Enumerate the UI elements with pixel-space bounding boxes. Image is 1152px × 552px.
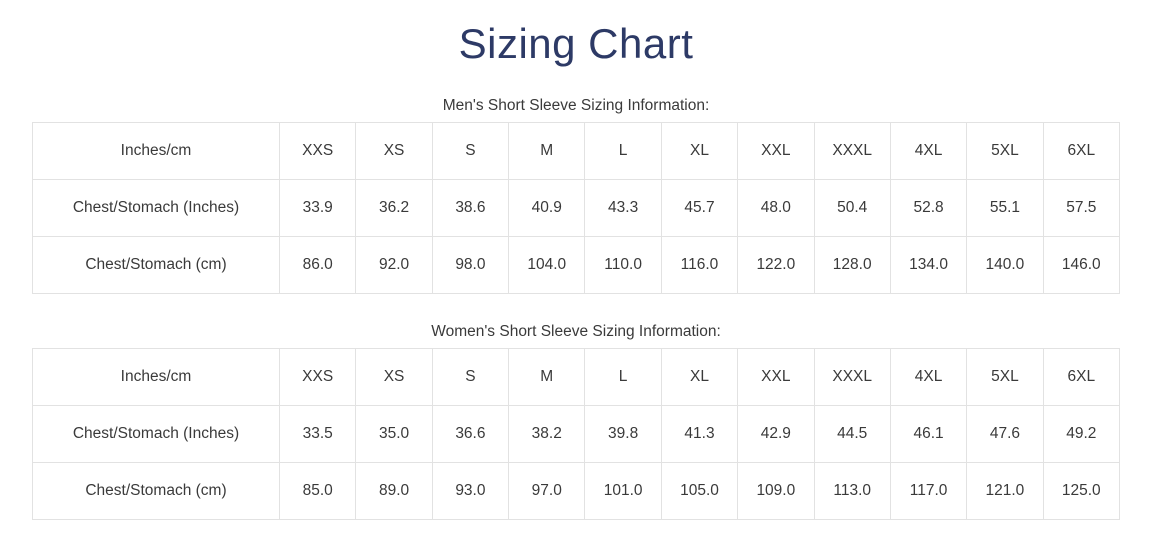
- mens-sizing-table: Inches/cm XXS XS S M L XL XXL XXXL 4XL 5XL 6XL Chest…: [32, 122, 1121, 295]
- header-cell: 5XL: [966, 348, 1044, 407]
- data-cell: 105.0: [660, 462, 739, 521]
- data-cell: 38.2: [508, 405, 586, 464]
- header-cell: 4XL: [889, 348, 968, 407]
- table-row: Chest/Stomach (cm) 86.0 92.0 98.0 104.0 110.0…: [32, 236, 1121, 295]
- header-cell: M: [508, 348, 586, 407]
- header-cell: 4XL: [889, 122, 968, 181]
- data-cell: 36.6: [431, 405, 510, 464]
- header-cell: L: [584, 122, 662, 181]
- data-cell: 101.0: [584, 462, 662, 521]
- data-cell: 46.1: [889, 405, 968, 464]
- header-cell: XXL: [737, 348, 815, 407]
- header-cell: 6XL: [1042, 122, 1121, 181]
- row-label-cell: Chest/Stomach (cm): [32, 236, 280, 295]
- table-row: Chest/Stomach (Inches) 33.9 36.2 38.6 40.9 43…: [32, 179, 1121, 238]
- data-cell: 92.0: [355, 236, 433, 295]
- data-cell: 48.0: [737, 179, 815, 238]
- header-cell: XS: [355, 122, 433, 181]
- data-cell: 47.6: [966, 405, 1044, 464]
- header-cell: XL: [660, 348, 739, 407]
- row-label-cell: Chest/Stomach (Inches): [32, 179, 280, 238]
- header-cell: S: [431, 348, 510, 407]
- header-cell: XL: [660, 122, 739, 181]
- data-cell: 44.5: [813, 405, 891, 464]
- header-cell: XXS: [278, 122, 357, 181]
- data-cell: 55.1: [966, 179, 1044, 238]
- data-cell: 86.0: [278, 236, 357, 295]
- womens-table-caption: Women's Short Sleeve Sizing Information:: [431, 323, 721, 341]
- data-cell: 116.0: [660, 236, 739, 295]
- header-cell: L: [584, 348, 662, 407]
- data-cell: 50.4: [813, 179, 891, 238]
- data-cell: 98.0: [431, 236, 510, 295]
- header-row: Inches/cm XXS XS S M L XL XXL XXXL 4XL 5XL 6XL: [32, 348, 1121, 407]
- header-cell: S: [431, 122, 510, 181]
- data-cell: 146.0: [1042, 236, 1121, 295]
- data-cell: 93.0: [431, 462, 510, 521]
- data-cell: 109.0: [737, 462, 815, 521]
- data-cell: 33.5: [278, 405, 357, 464]
- header-cell: M: [508, 122, 586, 181]
- data-cell: 36.2: [355, 179, 433, 238]
- data-cell: 97.0: [508, 462, 586, 521]
- data-cell: 42.9: [737, 405, 815, 464]
- header-cell: Inches/cm: [32, 348, 280, 407]
- data-cell: 128.0: [813, 236, 891, 295]
- header-row: Inches/cm XXS XS S M L XL XXL XXXL 4XL 5XL 6XL: [32, 122, 1121, 181]
- data-cell: 117.0: [889, 462, 968, 521]
- data-cell: 49.2: [1042, 405, 1121, 464]
- table-row: Chest/Stomach (cm) 85.0 89.0 93.0 97.0 101.0 1…: [32, 462, 1121, 521]
- data-cell: 33.9: [278, 179, 357, 238]
- header-cell: XXXL: [813, 348, 891, 407]
- table-row: Chest/Stomach (Inches) 33.5 35.0 36.6 38.2 39…: [32, 405, 1121, 464]
- data-cell: 35.0: [355, 405, 433, 464]
- header-cell: XS: [355, 348, 433, 407]
- mens-sizing-section: Men's Short Sleeve Sizing Information: I…: [0, 97, 1152, 295]
- data-cell: 85.0: [278, 462, 357, 521]
- data-cell: 41.3: [660, 405, 739, 464]
- header-cell: XXL: [737, 122, 815, 181]
- data-cell: 45.7: [660, 179, 739, 238]
- data-cell: 43.3: [584, 179, 662, 238]
- header-cell: Inches/cm: [32, 122, 280, 181]
- data-cell: 110.0: [584, 236, 662, 295]
- mens-table-caption: Men's Short Sleeve Sizing Information:: [442, 97, 710, 115]
- data-cell: 38.6: [431, 179, 510, 238]
- data-cell: 104.0: [508, 236, 586, 295]
- data-cell: 125.0: [1042, 462, 1121, 521]
- data-cell: 113.0: [813, 462, 891, 521]
- data-cell: 52.8: [889, 179, 968, 238]
- header-cell: XXS: [278, 348, 357, 407]
- data-cell: 39.8: [584, 405, 662, 464]
- data-cell: 134.0: [889, 236, 968, 295]
- womens-sizing-table: Inches/cm XXS XS S M L XL XXL XXXL 4XL 5XL 6XL Chest…: [32, 348, 1121, 521]
- data-cell: 57.5: [1042, 179, 1121, 238]
- header-cell: 6XL: [1042, 348, 1121, 407]
- data-cell: 140.0: [966, 236, 1044, 295]
- data-cell: 40.9: [508, 179, 586, 238]
- data-cell: 122.0: [737, 236, 815, 295]
- header-cell: XXXL: [813, 122, 891, 181]
- data-cell: 89.0: [355, 462, 433, 521]
- womens-sizing-section: Women's Short Sleeve Sizing Information:…: [0, 323, 1152, 521]
- row-label-cell: Chest/Stomach (Inches): [32, 405, 280, 464]
- header-cell: 5XL: [966, 122, 1044, 181]
- page-title: Sizing Chart: [458, 20, 694, 67]
- row-label-cell: Chest/Stomach (cm): [32, 462, 280, 521]
- data-cell: 121.0: [966, 462, 1044, 521]
